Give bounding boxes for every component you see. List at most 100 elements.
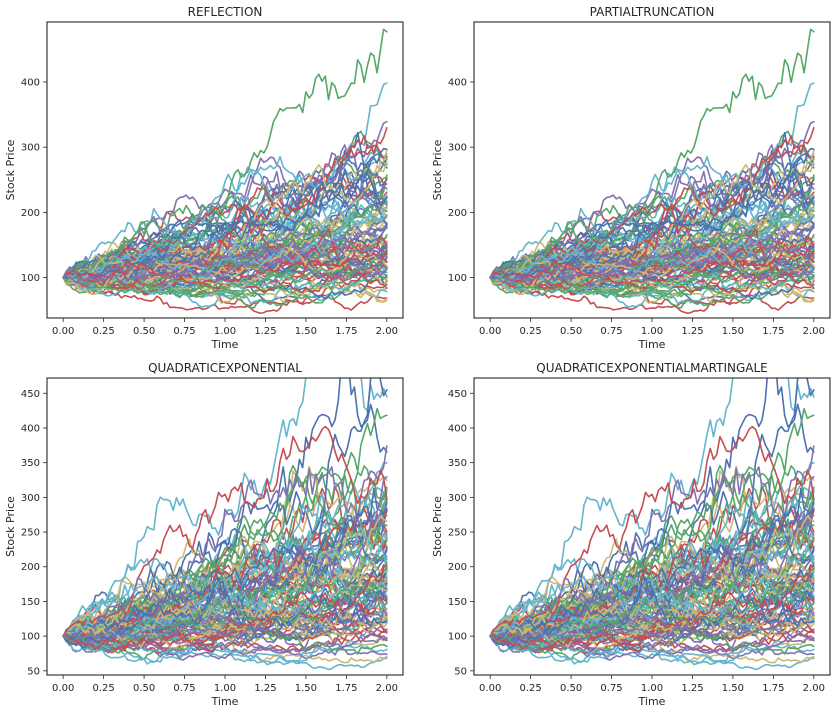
y-axis-label: Stock Price: [431, 496, 444, 557]
y-tick-label: 150: [448, 597, 467, 608]
y-tick-label: 200: [448, 208, 467, 219]
series-line: [62, 425, 388, 637]
panel-4: 0.00 0.25 0.50 0.75 1.00 1.25 1.50 1.75 2.00 50 10…: [431, 361, 831, 708]
x-tick-label: 1.25: [681, 326, 703, 337]
series-line: [489, 252, 815, 286]
x-tick-label: 1.50: [722, 683, 744, 694]
series-line: [62, 238, 388, 284]
x-tick-label: 1.50: [722, 326, 744, 337]
series-line: [62, 28, 388, 279]
y-tick-label: 400: [21, 77, 40, 88]
y-tick-label: 200: [21, 562, 40, 573]
x-tick-label: 0.25: [93, 326, 115, 337]
chart-title: PARTIALTRUNCATION: [590, 5, 715, 19]
x-axis-label: Time: [211, 695, 239, 708]
series-line: [489, 564, 815, 652]
x-tick-label: 1.00: [641, 326, 663, 337]
y-tick-label: 350: [448, 458, 467, 469]
y-tick-label: 100: [21, 632, 40, 643]
series-line: [62, 235, 388, 283]
x-tick-label: 0.25: [93, 683, 115, 694]
series-line: [489, 270, 815, 300]
series-line: [62, 462, 388, 637]
series-line: [62, 526, 388, 637]
panel-2: 0.00 0.25 0.50 0.75 1.00 1.25 1.50 1.75 2.00 100 2…: [431, 5, 831, 351]
series-line: [62, 247, 388, 282]
y-tick-label: 400: [21, 423, 40, 434]
series-line: [62, 270, 388, 300]
chart-title: QUADRATICEXPONENTIAL: [148, 361, 302, 375]
series-line: [62, 492, 388, 637]
panel-3: 0.00 0.25 0.50 0.75 1.00 1.25 1.50 1.75 2.00 50 10…: [4, 361, 404, 708]
series-line: [489, 147, 815, 281]
x-tick-label: 1.00: [641, 683, 663, 694]
y-tick-label: 100: [448, 632, 467, 643]
x-tick-label: 0.75: [600, 326, 622, 337]
series-line: [489, 210, 815, 280]
x-tick-label: 0.75: [600, 683, 622, 694]
series-line: [489, 235, 815, 283]
x-tick-label: 0.00: [479, 326, 501, 337]
x-tick-label: 1.00: [214, 326, 236, 337]
y-tick-label: 250: [448, 528, 467, 539]
series-line: [62, 564, 388, 652]
series-line: [489, 503, 815, 638]
y-tick-label: 350: [21, 458, 40, 469]
paths-group: [489, 378, 815, 671]
y-axis-label: Stock Price: [431, 139, 444, 200]
y-axis-label: Stock Price: [4, 139, 17, 200]
series-line: [489, 249, 815, 284]
series-line: [62, 445, 388, 643]
y-tick-label: 100: [448, 273, 467, 284]
x-tick-label: 2.00: [376, 683, 398, 694]
x-tick-label: 0.50: [560, 326, 582, 337]
series-line: [62, 206, 388, 279]
series-line: [489, 445, 815, 643]
x-tick-label: 1.50: [295, 683, 317, 694]
x-tick-label: 0.75: [173, 326, 195, 337]
x-tick-label: 0.00: [52, 683, 74, 694]
x-axis-label: Time: [638, 338, 666, 351]
series-line: [489, 635, 815, 654]
x-tick-label: 0.00: [52, 326, 74, 337]
series-line: [62, 503, 388, 638]
y-tick-label: 100: [21, 273, 40, 284]
x-tick-label: 1.25: [254, 683, 276, 694]
x-tick-label: 0.25: [520, 683, 542, 694]
series-line: [62, 194, 388, 279]
series-line: [489, 625, 815, 642]
series-line: [489, 258, 815, 293]
series-line: [62, 476, 388, 644]
x-tick-label: 1.75: [335, 683, 357, 694]
series-line: [62, 230, 388, 287]
x-tick-label: 0.00: [479, 683, 501, 694]
series-line: [62, 635, 388, 654]
chart-title: QUADRATICEXPONENTIALMARTINGALE: [536, 361, 768, 375]
y-tick-label: 250: [21, 528, 40, 539]
y-tick-label: 200: [21, 208, 40, 219]
x-tick-label: 0.50: [133, 683, 155, 694]
series-line: [62, 249, 388, 284]
series-line: [62, 272, 388, 309]
panel-1: 0.00 0.25 0.50 0.75 1.00 1.25 1.50 1.75 2.00 100 2…: [4, 5, 404, 351]
y-tick-label: 150: [21, 597, 40, 608]
y-tick-label: 200: [448, 562, 467, 573]
x-axis-label: Time: [211, 338, 239, 351]
series-line: [489, 155, 815, 279]
series-line: [62, 201, 388, 279]
x-tick-label: 1.75: [762, 683, 784, 694]
series-line: [489, 476, 815, 644]
x-tick-label: 1.75: [335, 326, 357, 337]
x-tick-label: 1.75: [762, 326, 784, 337]
x-tick-label: 0.75: [173, 683, 195, 694]
x-tick-label: 2.00: [376, 326, 398, 337]
x-tick-label: 1.00: [214, 683, 236, 694]
y-tick-label: 400: [448, 77, 467, 88]
y-axis-label: Stock Price: [4, 496, 17, 557]
paths-group: [62, 378, 388, 671]
series-line: [489, 247, 815, 282]
x-tick-label: 1.25: [681, 683, 703, 694]
y-tick-label: 50: [454, 666, 467, 677]
series-line: [489, 272, 815, 309]
y-tick-label: 300: [448, 143, 467, 154]
